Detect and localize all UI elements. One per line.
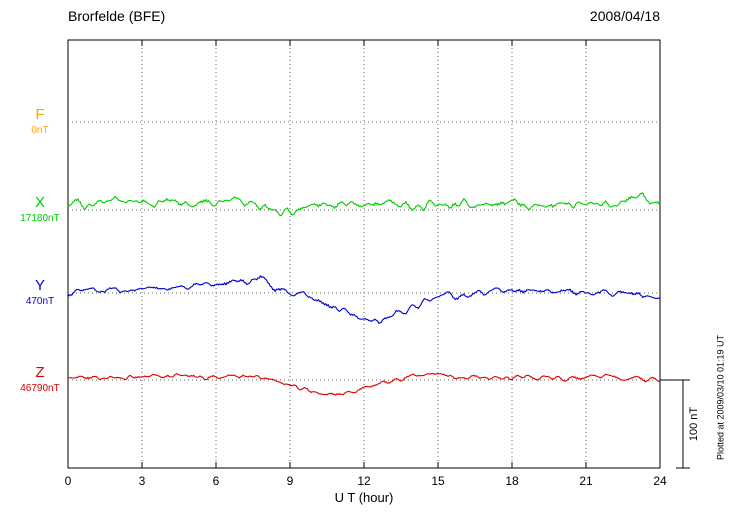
component-baseline-F: 0nT (31, 125, 49, 136)
component-baseline-X: 17180nT (20, 213, 60, 224)
trace-Z (67, 372, 661, 396)
component-baseline-Y: 470nT (25, 296, 55, 307)
x-tick-label: 21 (579, 474, 593, 488)
x-tick-label: 12 (357, 474, 371, 488)
trace-X (67, 192, 661, 217)
component-letter-Y: Y (34, 277, 45, 294)
x-tick-label: 9 (287, 474, 294, 488)
component-label-F: F 0nT (12, 107, 68, 136)
x-axis-label: U T (hour) (334, 490, 394, 505)
plotted-timestamp-note: Plotted at 2009/03/10 01:19 UT (715, 334, 726, 461)
x-tick-label: 6 (213, 474, 220, 488)
x-tick-label: 0 (65, 474, 72, 488)
x-tick-label: 24 (653, 474, 667, 488)
station-title: Brorfelde (BFE) (68, 8, 166, 24)
x-tick-label: 15 (431, 474, 445, 488)
component-letter-Z: Z (35, 364, 45, 381)
component-label-Z: Z 46790nT (12, 365, 68, 394)
date-label: 2008/04/18 (589, 8, 660, 24)
component-label-Y: Y 470nT (12, 278, 68, 307)
scale-bar-label: 100 nT (688, 406, 700, 442)
component-label-X: X 17180nT (12, 195, 68, 224)
component-baseline-Z: 46790nT (20, 383, 60, 394)
component-letter-X: X (34, 194, 45, 211)
component-letter-F: F (35, 106, 45, 123)
x-tick-label: 3 (139, 474, 146, 488)
trace-Y (67, 275, 661, 324)
x-tick-label: 18 (505, 474, 519, 488)
